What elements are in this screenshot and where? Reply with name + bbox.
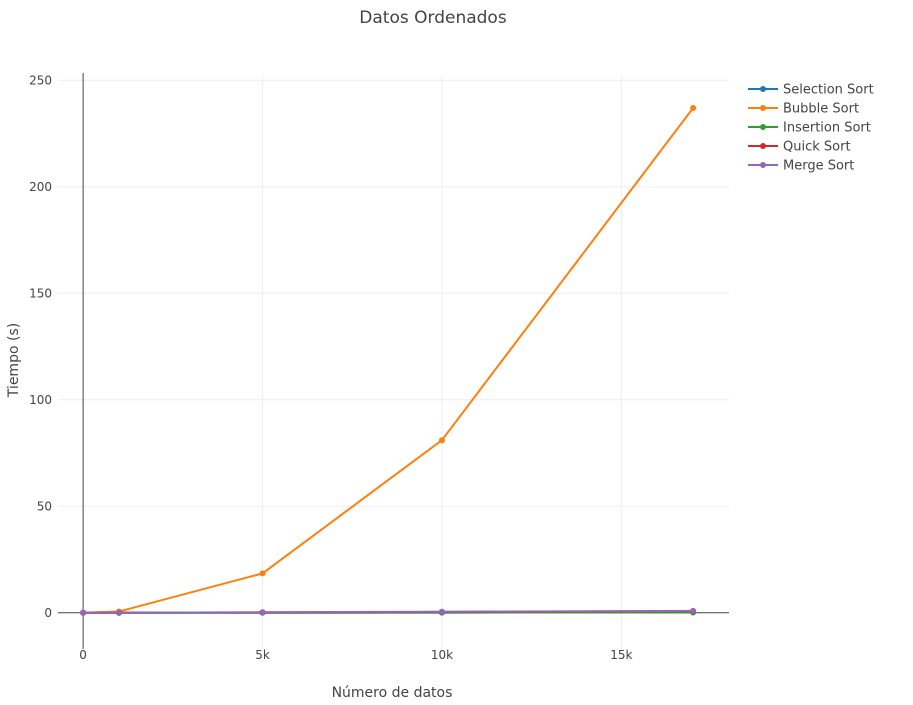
- legend-item-selection-sort[interactable]: Selection Sort: [748, 83, 874, 98]
- legend-label: Insertion Sort: [783, 121, 871, 136]
- y-tick-label: 50: [37, 499, 52, 513]
- y-tick-label: 0: [44, 606, 52, 620]
- legend-item-merge-sort[interactable]: Merge Sort: [748, 159, 854, 174]
- x-tick-label: 0: [79, 648, 87, 662]
- x-axis-title: Número de datos: [332, 685, 453, 701]
- series-group: [80, 104, 697, 616]
- legend-label: Selection Sort: [783, 83, 874, 98]
- legend-swatch-marker: [760, 143, 766, 149]
- x-tick-label: 5k: [255, 648, 270, 662]
- y-tick-label: 150: [29, 286, 52, 300]
- data-point-merge-sort: [80, 609, 87, 616]
- legend-item-quick-sort[interactable]: Quick Sort: [748, 140, 851, 155]
- legend[interactable]: Selection Sort Bubble Sort Insertion Sort Q…: [748, 83, 874, 174]
- legend-swatch-marker: [760, 124, 766, 130]
- chart-title: Datos Ordenados: [359, 8, 507, 28]
- y-tick-label: 100: [29, 393, 52, 407]
- data-point-bubble-sort: [259, 570, 266, 577]
- data-point-merge-sort: [438, 608, 445, 615]
- y-tick-label: 200: [29, 180, 52, 194]
- x-tick-label: 10k: [431, 648, 453, 662]
- legend-label: Merge Sort: [783, 159, 854, 174]
- data-point-bubble-sort: [438, 437, 445, 444]
- series-merge-sort: [80, 607, 697, 616]
- legend-item-bubble-sort[interactable]: Bubble Sort: [748, 102, 859, 117]
- legend-swatch-marker: [760, 162, 766, 168]
- y-axis-title: Tiempo (s): [6, 323, 22, 398]
- legend-item-insertion-sort[interactable]: Insertion Sort: [748, 121, 871, 136]
- y-tick-label: 250: [29, 73, 52, 87]
- data-point-merge-sort: [116, 609, 122, 616]
- x-tick-label: 15k: [610, 648, 632, 662]
- data-point-merge-sort: [259, 609, 266, 616]
- legend-swatch-marker: [760, 86, 766, 92]
- grid: [58, 76, 729, 649]
- data-point-bubble-sort: [690, 104, 697, 111]
- legend-swatch-marker: [760, 105, 766, 111]
- legend-label: Quick Sort: [783, 140, 851, 155]
- tick-labels: 0 5k 10k 15k 0 50 100 150 200 250: [29, 73, 632, 662]
- data-point-merge-sort: [690, 607, 697, 614]
- legend-label: Bubble Sort: [783, 102, 859, 117]
